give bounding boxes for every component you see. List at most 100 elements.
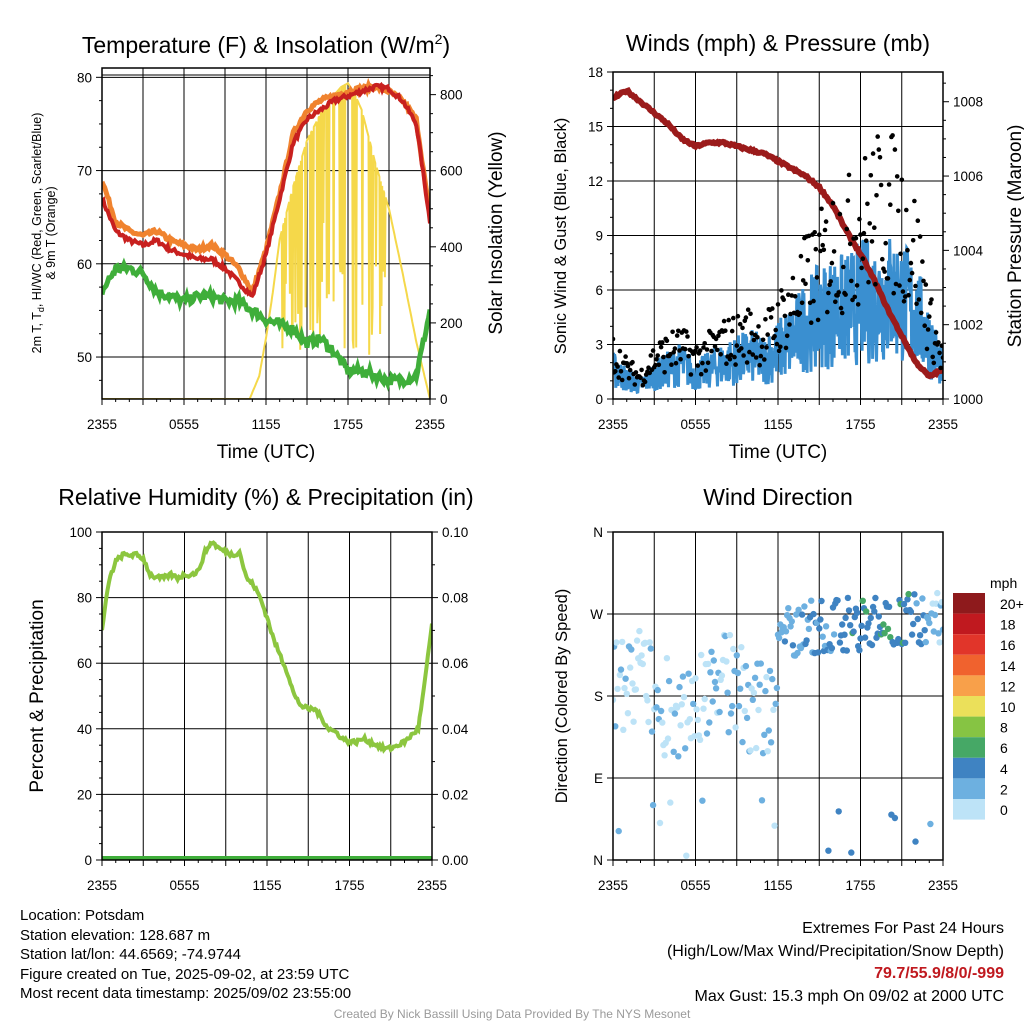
gust-point	[904, 207, 909, 213]
gust-point	[870, 151, 876, 156]
gust-point	[853, 235, 859, 241]
legend-swatch	[953, 613, 985, 635]
gust-point	[632, 382, 638, 387]
gust-point	[660, 340, 665, 345]
wind-direction-point	[624, 710, 632, 717]
gust-point	[650, 348, 656, 353]
legend-swatch	[953, 654, 985, 676]
gust-point	[892, 147, 898, 152]
gust-point	[823, 219, 829, 224]
gust-point	[686, 353, 691, 359]
gust-point	[677, 348, 682, 353]
right-tick-label: 200	[440, 316, 463, 331]
legend-swatch	[953, 757, 985, 779]
gust-point	[837, 211, 843, 217]
insolation-right-ticks: 0 200 400 600 800	[430, 75, 463, 407]
wind-direction-point	[782, 628, 790, 635]
gust-point	[812, 230, 817, 235]
legend-label: 14	[1000, 658, 1016, 674]
wind-direction-point	[911, 591, 918, 598]
gust-point	[747, 349, 752, 355]
humidity-left-axis-label: Percent & Precipitation	[27, 599, 48, 792]
legend-swatch	[953, 593, 985, 614]
wind-direction-point	[902, 639, 909, 646]
gust-point	[852, 294, 858, 300]
wind-direction-point	[758, 797, 766, 804]
wind-direction-point	[770, 706, 777, 713]
gust-point	[724, 361, 729, 367]
wind-direction-point	[919, 595, 926, 602]
wind-direction-point	[743, 714, 751, 722]
right-tick-label: 1008	[953, 95, 983, 110]
right-tick-label: 1002	[953, 318, 983, 333]
wind-direction-point	[775, 634, 783, 642]
wind-direction-point	[938, 599, 943, 606]
gust-point	[868, 173, 874, 178]
x-tick-label: 1755	[334, 878, 364, 893]
gust-point	[674, 333, 680, 338]
gust-point	[938, 365, 943, 371]
legend-label: 10	[1000, 699, 1016, 715]
gust-point	[923, 282, 929, 287]
gust-point	[885, 276, 891, 281]
gust-point	[623, 354, 628, 359]
wind-direction-point	[835, 808, 842, 815]
gust-point	[728, 352, 734, 358]
y-tick-label: 15	[588, 120, 603, 135]
wind-direction-point	[908, 631, 916, 638]
x-tick-label: 2355	[415, 417, 445, 432]
gust-point	[787, 322, 792, 327]
wind-direction-point	[788, 618, 795, 625]
gust-point	[741, 353, 746, 358]
gust-point	[869, 239, 875, 244]
wind-direction-point	[709, 698, 716, 705]
wind-direction-point	[677, 722, 684, 729]
wind-direction-point	[751, 674, 759, 681]
gust-point	[876, 147, 882, 152]
precip-right-ticks: 0.00 0.02 0.04 0.06 0.08 0.10	[432, 525, 469, 868]
legend-label: 4	[1000, 761, 1008, 777]
pressure-right-ticks: 1000 1002 1004 1006 1008	[943, 82, 984, 407]
gust-point	[828, 279, 833, 284]
gust-point	[893, 281, 899, 287]
gust-point	[815, 317, 821, 323]
wind-direction-point	[718, 672, 726, 679]
gust-point	[865, 201, 870, 207]
insolation-right-axis-label: Solar Insolation (Yellow)	[486, 131, 507, 334]
credit-line: Created By Nick Bassill Using Data Provi…	[333, 1007, 691, 1021]
gust-point	[664, 338, 670, 344]
gust-point	[877, 155, 883, 160]
y-tick-label: 60	[77, 257, 92, 272]
wind-direction-point	[926, 619, 933, 627]
gust-point	[845, 198, 851, 203]
gust-point	[764, 345, 769, 350]
wind-direction-point	[653, 704, 660, 711]
humidity-time-ticks: 2355 0555 1155 1755 2355	[87, 860, 447, 893]
gust-point	[915, 218, 921, 223]
wind-direction-point	[742, 662, 750, 670]
station-info: Location: Potsdam Station elevation: 128…	[20, 906, 351, 1004]
gust-point	[939, 343, 943, 348]
max-gust: Max Gust: 15.3 mph On 09/02 at 2000 UTC	[694, 987, 1005, 1005]
y-tick-label: 0	[84, 853, 92, 868]
gust-point	[859, 265, 864, 271]
wind-direction-point	[859, 597, 866, 604]
y-tick-label: E	[594, 771, 603, 786]
wind-direction-grid	[613, 532, 943, 860]
wind-direction-point	[934, 589, 941, 597]
gust-point	[909, 270, 915, 276]
gust-point	[929, 297, 934, 302]
gust-point	[713, 336, 719, 342]
wind-direction-point	[750, 689, 758, 696]
gust-point	[733, 362, 738, 367]
wind-direction-point	[678, 701, 685, 708]
speed-legend-title: mph	[990, 575, 1017, 591]
insolation-line	[102, 81, 430, 399]
gust-point	[917, 234, 923, 239]
temperature-panel: Temperature (F) & Insolation (W/m2) 50 60…	[30, 31, 507, 463]
wind-direction-point	[755, 706, 762, 714]
wind-direction-point	[927, 820, 934, 828]
gust-point	[700, 360, 705, 366]
gust-point	[638, 375, 643, 381]
